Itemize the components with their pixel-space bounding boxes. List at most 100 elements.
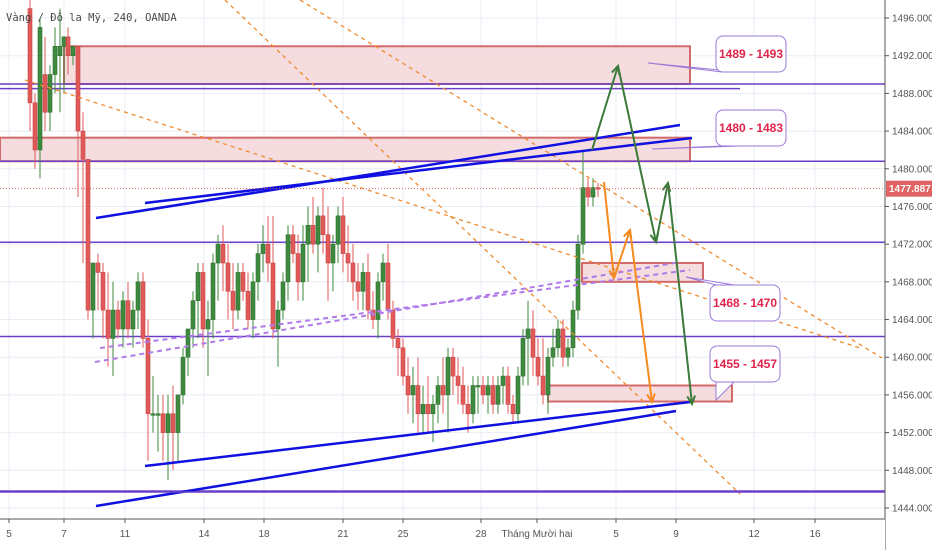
callout-box[interactable]	[715, 109, 787, 147]
horizontal-levels[interactable]	[0, 83, 885, 492]
bull-candle	[155, 413, 161, 416]
bear-candle	[220, 243, 226, 264]
trend-line[interactable]	[95, 123, 681, 220]
callout-box[interactable]	[715, 35, 787, 73]
bull-candle	[550, 347, 556, 358]
zone-rect[interactable]	[547, 384, 733, 403]
zone-callouts[interactable]: 1489 - 1493 1480 - 1483 1468 - 1470 1455 - …	[647, 35, 787, 402]
bull-candle	[275, 309, 281, 330]
time-tick-label: 5	[6, 529, 12, 540]
bear-candle	[480, 385, 486, 396]
bull-candle	[525, 328, 531, 339]
time-axis-bg[interactable]	[0, 519, 885, 550]
bull-candle	[500, 375, 506, 386]
price-axis-bg[interactable]	[885, 0, 932, 550]
bull-candle	[150, 413, 156, 416]
trend-line[interactable]	[95, 409, 677, 508]
price-tick-label: 1448.000	[892, 466, 932, 477]
bear-candle	[440, 385, 446, 396]
bull-candle	[70, 45, 76, 56]
bear-candle	[340, 215, 346, 254]
bull-candle	[375, 281, 381, 320]
time-axis[interactable]: 5 7 11 14 18 21 25 28 Tháng Mười hai 5 9 12 16	[0, 518, 885, 550]
price-axis[interactable]: 1496.000 1492.000 1488.000 1484.000 1480.000…	[884, 0, 932, 550]
bull-candle	[330, 243, 336, 264]
orange-dashed-trendline[interactable]	[224, 0, 741, 495]
bear-candle	[560, 328, 566, 358]
candles	[27, 0, 601, 480]
projection-arrows[interactable]	[591, 63, 696, 407]
bull-candle	[515, 375, 521, 415]
price-tick-label: 1460.000	[892, 353, 932, 364]
green-arrow-segment[interactable]	[591, 65, 619, 151]
bull-candle	[305, 225, 311, 245]
bull-candle	[545, 356, 551, 396]
price-tick-label: 1456.000	[892, 390, 932, 401]
bull-candle	[190, 300, 196, 330]
bull-candle	[360, 272, 366, 292]
bear-candle	[350, 262, 356, 283]
green-arrow-segment[interactable]	[655, 182, 669, 243]
bear-candle	[530, 328, 536, 358]
orange-arrow-segment[interactable]	[613, 229, 631, 279]
bull-candle	[250, 281, 256, 320]
bear-candle	[450, 356, 456, 377]
time-tick-label: 7	[61, 529, 67, 540]
zone-callout[interactable]: 1480 - 1483	[651, 109, 787, 150]
bull-candle	[37, 27, 43, 151]
green-arrow-segment[interactable]	[617, 65, 657, 243]
callout-box[interactable]	[709, 345, 781, 383]
orange-arrow-segment[interactable]	[629, 229, 653, 403]
bull-candle	[130, 309, 136, 330]
bear-candle	[160, 413, 166, 433]
price-tick-label: 1496.000	[892, 14, 932, 25]
bull-candle	[280, 281, 286, 311]
last-price-tag	[886, 180, 932, 197]
zone-callout[interactable]: 1455 - 1457	[709, 345, 781, 402]
bear-candle	[125, 300, 131, 330]
orange-arrow-segment[interactable]	[603, 181, 615, 279]
zone-rect[interactable]	[581, 262, 704, 283]
callout-label: 1455 - 1457	[713, 357, 777, 371]
bull-candle	[520, 338, 526, 377]
orange-dashed-trendline[interactable]	[299, 0, 883, 359]
bull-candle	[235, 272, 241, 311]
trend-channel-lines[interactable]	[0, 123, 885, 508]
bear-candle	[510, 404, 516, 415]
callout-box[interactable]	[709, 284, 781, 322]
price-zones[interactable]	[0, 45, 733, 403]
bear-candle	[27, 8, 33, 104]
bull-candle	[555, 328, 561, 349]
trend-line[interactable]	[144, 400, 691, 468]
time-tick-label: 16	[809, 529, 821, 540]
bear-candle	[460, 385, 466, 405]
zone-callout[interactable]: 1489 - 1493	[647, 35, 787, 73]
bear-candle	[270, 262, 276, 330]
bear-candle	[115, 309, 121, 330]
time-tick-label: 9	[673, 529, 679, 540]
zone-callout[interactable]: 1468 - 1470	[685, 276, 781, 322]
bear-candle	[355, 281, 361, 292]
bull-candle	[475, 385, 481, 388]
bear-candle	[32, 102, 38, 151]
green-arrow-segment[interactable]	[667, 182, 693, 405]
price-tick-label: 1488.000	[892, 89, 932, 100]
bear-candle	[65, 36, 71, 56]
bear-candle	[415, 385, 421, 415]
bull-candle	[470, 385, 476, 415]
bear-candle	[585, 187, 591, 198]
trend-line[interactable]	[144, 136, 693, 205]
bear-candle	[140, 281, 146, 339]
time-tick-label: Tháng Mười hai	[501, 529, 572, 540]
time-tick-label: 12	[748, 529, 760, 540]
time-tick-label: 11	[120, 529, 131, 540]
bull-candle	[210, 262, 216, 320]
purple-dashed-trendline[interactable]	[99, 269, 691, 349]
bear-candle	[455, 375, 461, 386]
bull-candle	[175, 394, 181, 433]
bull-candle	[590, 187, 596, 198]
bear-candle	[105, 309, 111, 339]
zone-rect[interactable]	[63, 45, 691, 85]
